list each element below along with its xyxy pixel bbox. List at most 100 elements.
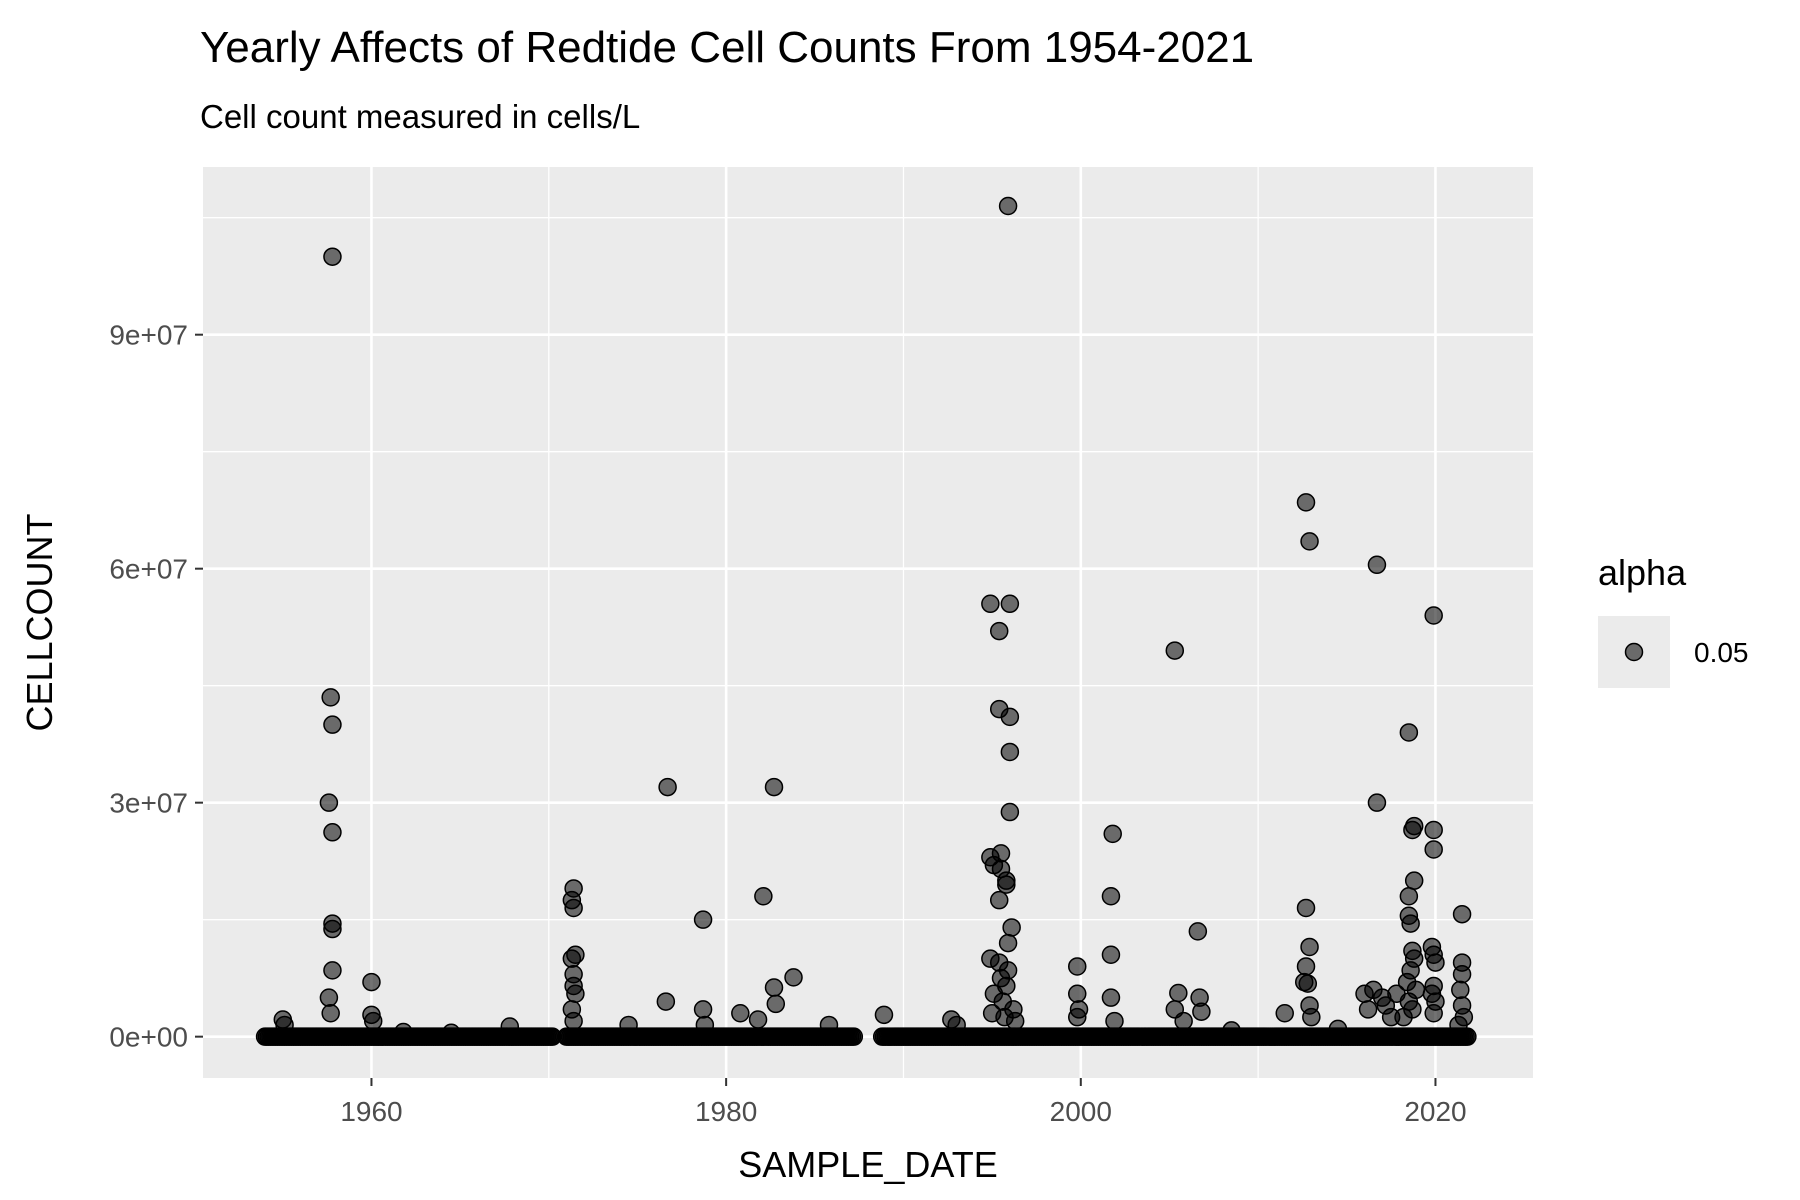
data-point <box>989 621 1009 641</box>
data-point <box>1358 1000 1378 1019</box>
data-point <box>766 994 786 1014</box>
y-tick-label: 6e+07 <box>109 554 188 585</box>
x-tick-label: 2000 <box>1050 1096 1112 1127</box>
data-point <box>1394 1007 1413 1027</box>
data-point <box>362 972 381 992</box>
data-point <box>731 1004 750 1023</box>
data-point <box>1222 1021 1241 1040</box>
data-point <box>1188 922 1208 941</box>
data-point <box>323 715 342 734</box>
data-point <box>1451 980 1470 1000</box>
data-point <box>500 1017 520 1036</box>
data-point <box>764 777 784 797</box>
legend-title: alpha <box>1598 552 1687 593</box>
data-point <box>562 949 582 968</box>
data-point <box>1426 953 1445 972</box>
data-point <box>1401 914 1420 933</box>
data-point <box>1424 840 1443 859</box>
x-tick-label: 2020 <box>1404 1096 1466 1127</box>
legend: alpha 0.05 <box>1598 552 1749 688</box>
data-point <box>693 1000 713 1019</box>
data-point <box>1000 742 1020 762</box>
data-point <box>323 919 342 939</box>
y-tick-label: 0e+00 <box>109 1022 188 1053</box>
data-point <box>1101 887 1121 906</box>
data-point <box>1387 984 1406 1004</box>
legend-key-point <box>1624 642 1644 662</box>
data-point <box>1000 594 1020 614</box>
data-point <box>1005 1011 1025 1031</box>
data-point <box>1399 887 1419 906</box>
data-point <box>1068 957 1087 976</box>
data-point <box>564 898 583 918</box>
data-point <box>1192 1002 1211 1021</box>
data-point <box>323 961 342 980</box>
data-point <box>1000 707 1020 727</box>
data-point <box>1424 606 1443 625</box>
data-point <box>1275 1004 1294 1023</box>
data-point <box>658 777 677 797</box>
data-point <box>619 1015 638 1035</box>
data-point <box>442 1023 461 1043</box>
y-axis-title: CELLCOUNT <box>19 513 60 731</box>
data-point <box>1169 983 1188 1003</box>
data-point <box>1399 723 1419 742</box>
data-point <box>275 1015 294 1035</box>
data-point <box>319 988 339 1007</box>
data-point <box>764 978 784 997</box>
data-point <box>321 688 340 707</box>
data-point <box>991 844 1011 863</box>
data-point <box>1300 532 1319 551</box>
data-point <box>363 1011 383 1031</box>
data-point <box>323 247 342 266</box>
minor-gridlines <box>203 167 1533 1078</box>
data-point <box>998 933 1018 953</box>
plot-panel <box>203 167 1533 1078</box>
data-point <box>1367 555 1387 575</box>
data-point <box>1403 820 1422 840</box>
data-point <box>947 1015 966 1035</box>
data-point <box>394 1022 413 1042</box>
legend-label: 0.05 <box>1694 637 1749 668</box>
data-point <box>748 1010 768 1029</box>
data-point <box>564 1011 583 1031</box>
data-point <box>323 823 342 842</box>
data-point <box>989 890 1009 910</box>
data-point <box>819 1015 839 1035</box>
data-point <box>1376 996 1396 1015</box>
baseline-points <box>255 1027 1477 1046</box>
data-point <box>319 793 339 812</box>
data-points <box>273 196 1474 1043</box>
data-point <box>1424 1004 1443 1023</box>
data-point <box>1404 871 1424 890</box>
data-point <box>844 1027 864 1046</box>
data-point <box>1101 945 1121 965</box>
data-point <box>1296 493 1316 512</box>
data-point <box>1328 1019 1348 1039</box>
data-point <box>656 992 676 1011</box>
chart-subtitle: Cell count measured in cells/L <box>200 98 640 135</box>
data-point <box>1296 957 1316 976</box>
data-point <box>998 196 1018 216</box>
data-point <box>1103 824 1122 844</box>
x-tick-label: 1960 <box>340 1096 402 1127</box>
data-point <box>1174 1011 1193 1031</box>
data-point <box>1105 1011 1124 1031</box>
data-point <box>1300 937 1319 957</box>
data-point <box>997 875 1016 894</box>
y-tick-label: 3e+07 <box>109 788 188 819</box>
data-point <box>1000 802 1020 822</box>
data-point <box>1424 820 1443 840</box>
data-point <box>1449 1015 1468 1035</box>
y-tick-label: 9e+07 <box>109 320 188 351</box>
data-point <box>874 1005 894 1025</box>
data-point <box>1452 965 1472 984</box>
data-point <box>1452 904 1472 924</box>
data-point <box>754 887 773 906</box>
data-point <box>1296 898 1316 918</box>
data-point <box>566 984 585 1004</box>
data-point <box>1068 984 1087 1004</box>
data-point <box>1367 793 1387 812</box>
chart-title: Yearly Affects of Redtide Cell Counts Fr… <box>200 23 1254 72</box>
data-point <box>693 910 713 929</box>
